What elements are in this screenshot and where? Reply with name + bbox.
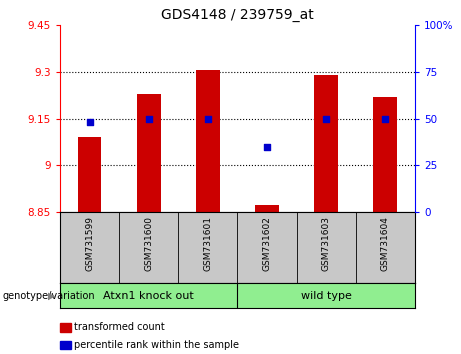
Point: [263, 144, 271, 150]
Bar: [77, 137, 101, 212]
Point: [382, 116, 389, 121]
Bar: [196, 70, 219, 212]
Text: GSM731599: GSM731599: [85, 216, 94, 271]
Text: genotype/variation: genotype/variation: [2, 291, 95, 301]
Text: Atxn1 knock out: Atxn1 knock out: [103, 291, 194, 301]
Text: wild type: wild type: [301, 291, 352, 301]
Bar: [255, 205, 279, 212]
Point: [204, 116, 212, 121]
Title: GDS4148 / 239759_at: GDS4148 / 239759_at: [161, 8, 314, 22]
Point: [145, 116, 152, 121]
Text: transformed count: transformed count: [74, 322, 165, 332]
Text: GSM731601: GSM731601: [203, 216, 213, 271]
Bar: [373, 97, 397, 212]
Point: [86, 120, 93, 125]
Point: [322, 116, 330, 121]
Text: percentile rank within the sample: percentile rank within the sample: [74, 340, 239, 350]
Text: ▶: ▶: [48, 291, 56, 301]
Text: GSM731604: GSM731604: [381, 216, 390, 271]
Text: GSM731603: GSM731603: [322, 216, 331, 271]
Bar: [314, 75, 338, 212]
Text: GSM731600: GSM731600: [144, 216, 153, 271]
Bar: [137, 93, 160, 212]
Text: GSM731602: GSM731602: [262, 216, 272, 271]
